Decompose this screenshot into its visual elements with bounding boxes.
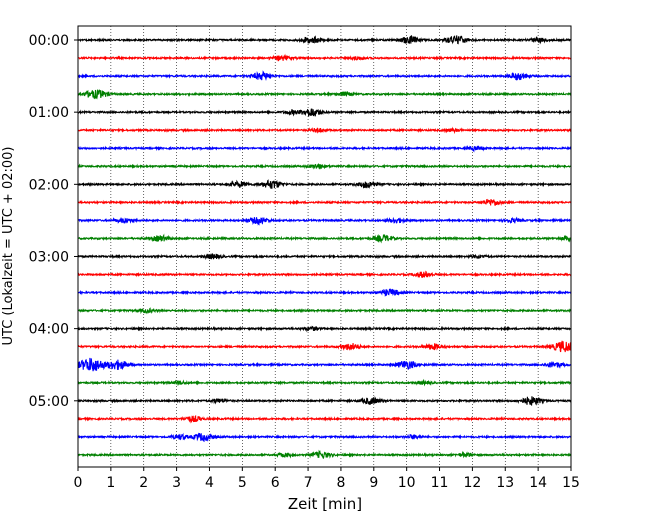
seismogram-trace (77, 340, 572, 353)
x-tick-label: 7 (304, 475, 313, 491)
seismogram-trace (77, 432, 572, 443)
seismogram-trace (77, 449, 572, 459)
y-tick-label: 01:00 (29, 105, 69, 121)
seismogram-trace (77, 89, 572, 100)
x-tick-label: 9 (369, 475, 378, 491)
y-tick-label: 02:00 (29, 177, 69, 193)
x-tick-label: 14 (529, 475, 547, 491)
x-axis-ticks: 0 1 2 3 4 5 6 7 8 9 10 11 12 13 14 15 (74, 467, 580, 491)
x-tick-label: 10 (398, 475, 416, 491)
y-axis-ticks: 00:00 01:00 02:00 03:00 04:00 05:00 (29, 33, 78, 410)
x-tick-label: 3 (172, 475, 181, 491)
plot-frame (77, 25, 572, 468)
y-tick-label: 05:00 (29, 394, 69, 410)
seismogram-trace (77, 270, 572, 278)
x-tick-label: 6 (271, 475, 280, 491)
y-tick-label: 04:00 (29, 322, 69, 338)
y-tick-label: 00:00 (29, 33, 69, 49)
x-tick-label: 15 (562, 475, 580, 491)
seismogram-trace (77, 357, 571, 372)
x-tick-label: 2 (139, 475, 148, 491)
seismogram-trace (77, 179, 572, 189)
seismogram-trace (77, 108, 572, 117)
y-axis-title: UTC (Lokalzeit = UTC + 02:00) (1, 147, 16, 346)
x-tick-label: 4 (205, 475, 214, 491)
seismogram-trace (77, 307, 572, 315)
y-tick-label: 03:00 (29, 249, 69, 265)
seismogram-trace (77, 253, 572, 261)
seismogram-trace (77, 288, 572, 297)
seismogram-trace (77, 70, 572, 81)
seismogram-trace (77, 233, 572, 244)
seismogram-trace (77, 35, 572, 45)
x-tick-label: 13 (496, 475, 514, 491)
seismogram-trace (77, 144, 572, 153)
x-tick-label: 12 (463, 475, 481, 491)
seismogram-trace (77, 198, 572, 206)
seismogram-trace (77, 325, 572, 333)
x-axis-title: Zeit [min] (288, 495, 362, 513)
x-tick-label: 5 (238, 475, 247, 491)
x-tick-label: 8 (336, 475, 345, 491)
x-tick-label: 11 (431, 475, 449, 491)
x-tick-label: 1 (106, 475, 115, 491)
seismogram-trace (77, 126, 572, 135)
seismogram-trace (77, 163, 572, 170)
seismogram-traces (77, 35, 572, 459)
seismogram-trace (77, 216, 571, 226)
seismogram-trace (77, 378, 572, 387)
seismogram-trace (77, 415, 572, 424)
seismogram-trace (77, 53, 572, 62)
seismogram-trace (77, 396, 572, 406)
plot-area-background (78, 26, 571, 467)
x-tick-label: 0 (74, 475, 83, 491)
